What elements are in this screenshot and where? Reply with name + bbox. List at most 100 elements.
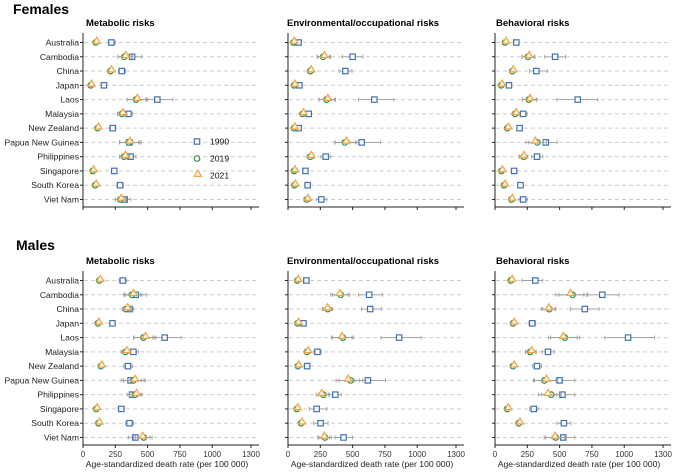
data-point-1990 [349, 53, 356, 61]
data-point-2021 [87, 78, 97, 87]
data-point-2021 [319, 50, 330, 59]
x-tick-label: 1300 [242, 450, 260, 459]
x-axis-caption-3: Age-standardized death rate (per 100 000… [497, 459, 661, 469]
data-point-2021 [508, 64, 519, 73]
data-point-2021 [509, 316, 519, 325]
country-label: Laos [60, 95, 79, 105]
x-tick-label: 500 [141, 450, 155, 459]
data-point-2021 [294, 359, 304, 368]
country-label: New Zealand [28, 361, 79, 371]
data-point-2021 [116, 193, 126, 201]
data-point-2021 [541, 374, 552, 382]
data-point-2021 [544, 302, 554, 311]
data-point-1990 [624, 334, 632, 341]
panel-title-males-behavioral: Behavioral risks [496, 256, 570, 267]
country-label: New Zealand [28, 123, 79, 133]
country-label: Malaysia [45, 347, 79, 357]
data-point-2021 [123, 302, 133, 311]
x-tick-label: 0 [81, 450, 86, 459]
data-point-1990 [530, 405, 538, 413]
data-point-1990 [366, 305, 374, 313]
data-point-2021 [306, 64, 316, 73]
data-point-2021 [290, 164, 300, 173]
data-point-1990 [395, 334, 403, 341]
section-title-females: Females [13, 1, 70, 17]
x-tick-label: 750 [378, 450, 392, 459]
data-point-1990 [371, 96, 378, 103]
data-point-1990 [117, 405, 125, 413]
data-point-2021 [94, 416, 105, 425]
data-point-2021 [118, 107, 128, 116]
data-point-1990 [331, 391, 339, 398]
data-point-2021 [121, 50, 131, 59]
data-point-1990 [364, 377, 372, 384]
data-point-2021 [132, 93, 143, 101]
data-point-2021 [290, 121, 300, 130]
data-point-2021 [511, 107, 521, 116]
country-label: Viet Nam [44, 432, 79, 442]
data-point-2021 [550, 431, 560, 439]
country-label: Australia [46, 276, 80, 286]
data-point-1990 [314, 348, 321, 356]
panel-title-females-behavioral: Behavioral risks [496, 18, 570, 29]
data-point-2021 [343, 374, 353, 382]
country-label: South Korea [31, 418, 79, 428]
country-label: Japan [56, 80, 80, 90]
data-point-1990 [118, 67, 126, 75]
data-point-1990 [322, 153, 330, 160]
data-point-1990 [505, 82, 513, 89]
data-point-2021 [316, 388, 327, 397]
country-label: South Korea [31, 180, 79, 190]
data-point-1990 [313, 405, 320, 413]
data-point-2021 [92, 36, 102, 44]
legend-label-2021: 2021 [210, 171, 229, 181]
x-tick-label: 1000 [615, 450, 633, 459]
data-point-1990 [574, 96, 582, 103]
data-point-2021 [122, 345, 132, 354]
x-tick-label: 1000 [408, 450, 426, 459]
data-point-2021 [507, 274, 517, 282]
panel-title-males-metabolic: Metabolic risks [86, 256, 155, 267]
data-point-2021 [293, 274, 304, 282]
data-point-1990 [544, 348, 552, 356]
data-point-2021 [97, 359, 107, 368]
data-point-2021 [341, 136, 352, 144]
data-point-1990 [340, 434, 347, 441]
x-tick-label: 1300 [447, 450, 465, 459]
x-axis-caption-2: Age-standardized death rate (per 100 000… [290, 459, 454, 469]
data-point-2021 [509, 359, 519, 368]
data-point-1990 [365, 291, 373, 299]
country-label: Philippines [37, 390, 79, 400]
data-point-2021 [519, 150, 529, 159]
country-label: Japan [56, 318, 80, 328]
country-label: Malaysia [45, 109, 79, 119]
data-point-2021 [89, 164, 99, 173]
section-title-males: Males [16, 237, 55, 253]
data-point-2021 [323, 93, 333, 101]
data-point-2021 [524, 50, 534, 59]
panel-title-males-environmental: Environmental/occupational risks [287, 256, 440, 267]
country-label: Laos [60, 333, 79, 343]
data-point-1990 [519, 196, 527, 203]
data-point-2021 [106, 64, 117, 73]
country-label: Singapore [40, 404, 79, 414]
data-point-2021 [120, 150, 131, 159]
country-label: Viet Nam [44, 194, 79, 204]
country-label: Cambodia [40, 52, 79, 62]
x-axis-caption-1: Age-standardized death rate (per 100 000… [85, 459, 249, 469]
data-point-2021 [530, 136, 540, 144]
x-tick-label: 250 [314, 450, 328, 459]
data-point-1990 [532, 277, 539, 284]
data-point-2021 [93, 121, 104, 130]
data-point-2021 [500, 178, 510, 187]
data-point-2021 [131, 388, 142, 397]
x-tick-label: 750 [173, 450, 187, 459]
legend-label-1990: 1990 [210, 137, 229, 147]
data-point-1990 [116, 181, 124, 189]
legend-marker-2021 [193, 169, 203, 177]
data-point-1990 [510, 167, 518, 175]
data-point-1990 [516, 124, 523, 132]
data-point-1990 [126, 419, 133, 427]
